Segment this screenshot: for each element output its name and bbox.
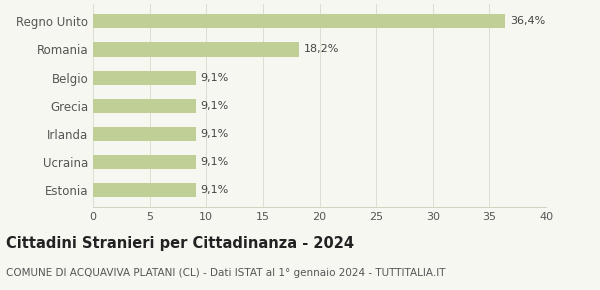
- Bar: [93, 14, 505, 28]
- Bar: [93, 42, 299, 57]
- Text: 36,4%: 36,4%: [510, 16, 545, 26]
- Text: 18,2%: 18,2%: [304, 44, 339, 55]
- Text: 9,1%: 9,1%: [200, 129, 229, 139]
- Text: 9,1%: 9,1%: [200, 101, 229, 111]
- Text: 9,1%: 9,1%: [200, 185, 229, 195]
- Text: Cittadini Stranieri per Cittadinanza - 2024: Cittadini Stranieri per Cittadinanza - 2…: [6, 236, 354, 251]
- Bar: [93, 99, 196, 113]
- Text: 9,1%: 9,1%: [200, 73, 229, 83]
- Bar: [93, 70, 196, 85]
- Text: COMUNE DI ACQUAVIVA PLATANI (CL) - Dati ISTAT al 1° gennaio 2024 - TUTTITALIA.IT: COMUNE DI ACQUAVIVA PLATANI (CL) - Dati …: [6, 268, 445, 278]
- Bar: [93, 127, 196, 141]
- Text: 9,1%: 9,1%: [200, 157, 229, 167]
- Bar: [93, 155, 196, 169]
- Bar: [93, 183, 196, 197]
